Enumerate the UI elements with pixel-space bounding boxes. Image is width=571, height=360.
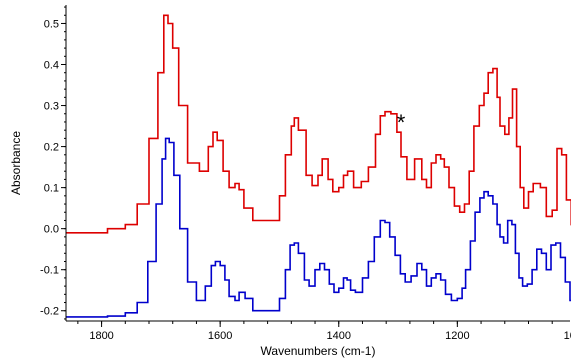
y-tick-label: 0.5 [44, 18, 59, 30]
plot-area [66, 14, 571, 318]
x-tick-label: 1800 [89, 330, 113, 342]
y-tick-label: 0.3 [44, 101, 59, 113]
y-tick-label: -0.1 [40, 265, 59, 277]
x-tick-label: 1000 [564, 330, 571, 342]
y-tick-label: 0.4 [44, 60, 59, 72]
series-line-blue [66, 137, 571, 318]
x-tick-label: 1400 [327, 330, 351, 342]
x-tick-label: 1200 [445, 330, 469, 342]
y-tick-label: -0.2 [40, 306, 59, 318]
y-tick-label: 0.1 [44, 183, 59, 195]
y-tick-label: 0.2 [44, 142, 59, 154]
x-tick-label: 1600 [208, 330, 232, 342]
y-tick-label: 0.0 [44, 224, 59, 236]
asterisk-annotation: * [397, 110, 406, 135]
series-line-red [66, 14, 571, 234]
axes: 0.5 0.4 0.3 0.2 0.1 0.0 -0.1 -0.2 1800 1600 1400 12… [40, 5, 571, 342]
x-axis-title: Wavenumbers (cm-1) [261, 344, 376, 358]
y-axis-title: Absorbance [9, 131, 23, 195]
